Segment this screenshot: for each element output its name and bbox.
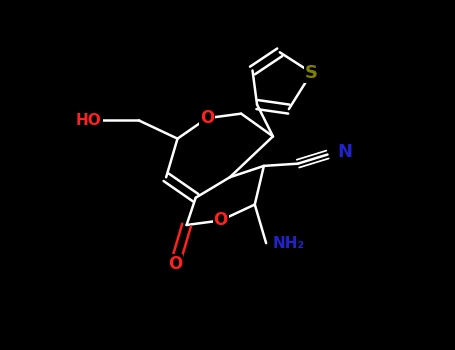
Text: O: O bbox=[168, 255, 182, 273]
Text: S: S bbox=[305, 64, 318, 82]
Text: O: O bbox=[200, 109, 214, 127]
Text: HO: HO bbox=[76, 113, 102, 128]
Text: O: O bbox=[213, 211, 228, 230]
Text: NH₂: NH₂ bbox=[273, 236, 305, 251]
Text: N: N bbox=[337, 143, 352, 161]
